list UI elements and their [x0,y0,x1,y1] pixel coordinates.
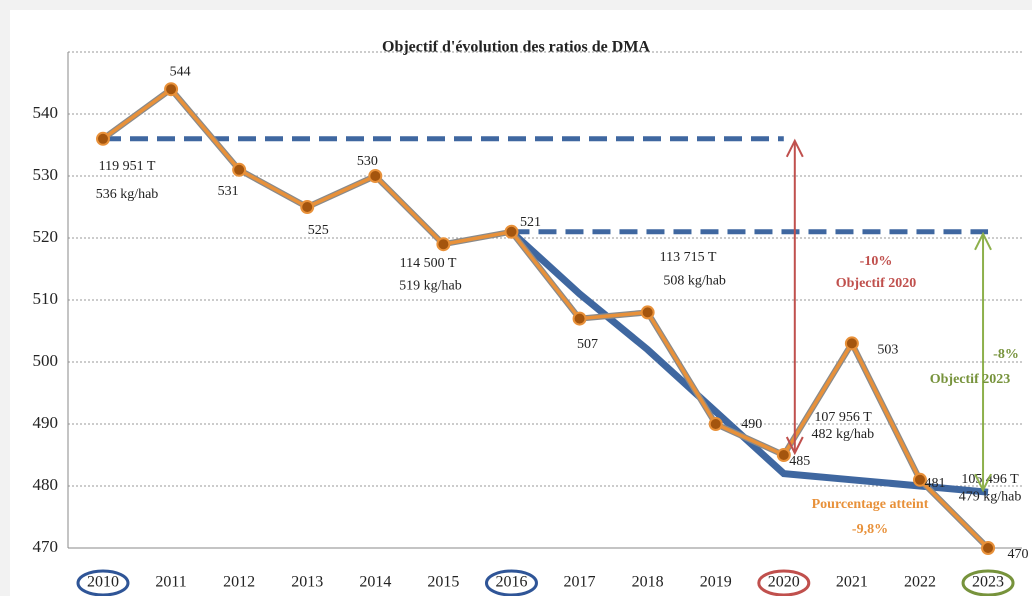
year-highlight [961,569,1015,596]
marker [708,417,723,431]
actual-line [101,86,990,550]
chart-panel [10,10,1032,596]
x-tick-label: 2019 [700,574,732,591]
arrow-head [974,473,992,493]
x-tick-label: 2020 [768,574,800,591]
x-tick-label: 2015 [427,574,459,591]
marker [232,162,247,177]
arrow-head [974,231,992,251]
arrow-head [785,138,804,158]
y-tick-label: 500 [33,351,59,370]
data-label: 508 kg/hab [663,274,726,289]
annotation: -10% [860,254,893,269]
year-highlight [484,569,538,596]
tonnage-label: 119 951 T [99,159,156,174]
y-tick-label: 520 [33,227,59,246]
data-label: 481 [924,476,945,491]
annotation: -8% [993,347,1019,362]
x-tick-label: 2013 [291,574,323,591]
data-label: 519 kg/hab [399,278,462,293]
x-tick-label: 2023 [972,574,1004,591]
marker [572,311,587,326]
data-label: 536 kg/hab [96,187,159,202]
y-tick-label: 470 [33,537,59,556]
y-tick-label: 490 [33,413,59,432]
marker [912,472,927,487]
data-label: 530 [357,154,378,169]
tonnage-label: 114 500 T [400,256,457,271]
y-tick-label: 510 [33,289,59,308]
x-tick-label: 2014 [359,574,391,591]
data-label: 507 [577,337,598,352]
tonnage-label: 107 956 T [814,410,872,425]
y-tick-label: 540 [33,103,59,122]
x-tick-label: 2010 [87,574,119,591]
marker [436,237,451,252]
data-label: 525 [308,223,329,238]
marker [776,448,791,462]
annotation: Objectif 2023 [930,372,1010,387]
tonnage-label: 113 715 T [660,250,717,265]
data-label: 544 [170,64,191,79]
x-tick-label: 2022 [904,574,936,591]
x-tick-label: 2017 [564,574,596,591]
x-tick-label: 2021 [836,574,868,591]
marker [504,224,519,239]
marker [96,131,110,146]
data-label: 470 [1008,547,1029,562]
data-label: 482 kg/hab [811,427,874,442]
year-highlight [76,569,130,596]
data-label: 490 [741,417,762,432]
year-highlight [757,569,811,596]
data-label: 479 kg/hab [959,489,1022,504]
x-tick-label: 2018 [632,574,664,591]
annotation: Pourcentage atteint [812,497,929,512]
annotation: Objectif 2020 [836,276,916,291]
marker [844,336,859,351]
data-label: 503 [877,343,898,358]
x-tick-label: 2011 [155,574,186,591]
marker [981,541,996,555]
data-label: 521 [520,215,541,230]
x-tick-label: 2016 [495,574,527,591]
marker [640,305,655,320]
marker [164,82,179,97]
marker [368,169,383,183]
y-tick-label: 530 [33,165,59,184]
arrow-head [785,436,804,456]
annotation: -9,8% [852,522,888,537]
y-tick-label: 480 [33,475,59,494]
data-label: 531 [218,184,239,199]
x-tick-label: 2012 [223,574,255,591]
chart-title: Objectif d'évolution des ratios de DMA [382,39,650,56]
marker [300,200,315,214]
data-label: 485 [789,454,810,469]
